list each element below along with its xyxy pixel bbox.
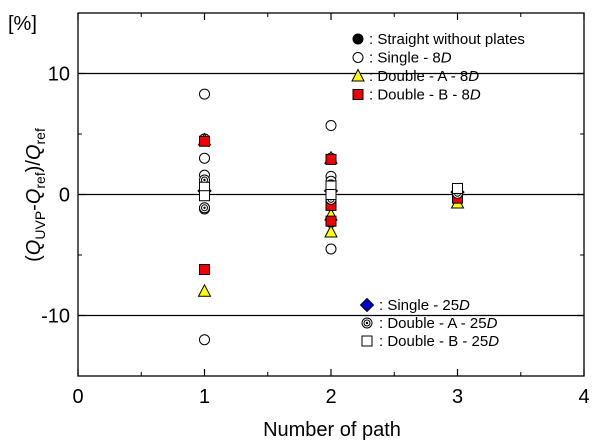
y-axis-title: (QUVP-Qref)/Qref: [23, 128, 48, 262]
legend-label-text: : Double - B - 25: [379, 333, 488, 350]
legend-marker: [352, 33, 364, 45]
legend-label: : Double - A - 25D: [379, 315, 498, 332]
legend-entry: : Single - 25D: [359, 297, 470, 314]
y-tick-label: -10: [41, 306, 70, 328]
red-square-marker: [352, 89, 364, 100]
legend-label: : Single - 8D: [369, 50, 452, 67]
data-point: [325, 189, 337, 200]
open-circle-marker: [325, 120, 337, 132]
bullseye-inner-ring: [201, 204, 208, 212]
legend-entry: : Double - A - 8D: [351, 68, 479, 85]
red-square-marker: [199, 135, 210, 147]
open-square-marker: [199, 190, 210, 202]
legend-top-right: : Straight without plates: Single - 8D: …: [351, 31, 525, 104]
legend-label-italic: D: [441, 50, 452, 67]
plot-frame: [77, 12, 585, 377]
legend-bottom-right: : Single - 25D: Double - A - 25D: Double…: [359, 297, 499, 350]
open-circle-marker: [199, 152, 210, 164]
open-circle-marker: [352, 52, 364, 63]
red-square-marker: [325, 153, 337, 165]
legend-label: : Straight without plates: [369, 31, 525, 48]
open-square-marker: [452, 182, 463, 194]
legend-label: : Double - B - 25D: [379, 333, 499, 350]
legend-label: : Double - B - 8D: [369, 87, 481, 104]
legend-label-text: : Single - 8: [369, 50, 441, 67]
yellow-triangle-marker: [324, 224, 338, 238]
red-square-marker: [199, 264, 210, 276]
legend-label-text: : Straight without plates: [369, 31, 525, 48]
legend-marker: [352, 52, 364, 63]
yellow-triangle-marker: [351, 68, 365, 82]
legend-marker: [361, 335, 373, 347]
data-point: [199, 334, 210, 346]
data-point: [325, 215, 337, 227]
legend-marker: [359, 297, 375, 313]
legend-entry: : Double - B - 25D: [361, 333, 499, 350]
x-tick-label: 1: [199, 386, 210, 408]
legend-label: : Double - A - 8D: [369, 68, 479, 85]
data-point: [199, 202, 210, 214]
data-point: [199, 264, 210, 276]
open-square-marker: [325, 189, 337, 200]
open-circle-marker: [199, 88, 210, 100]
bullseye-center: [203, 178, 206, 182]
legend-label-italic: D: [470, 87, 481, 104]
blue-diamond-marker: [359, 297, 375, 313]
x-tick-label: 4: [578, 386, 589, 408]
y-tick-label: 0: [59, 185, 70, 207]
legend-label-text: : Single - 25: [379, 297, 459, 314]
unit-label: [%]: [8, 13, 37, 35]
legend-label-text: : Double - B - 8: [369, 87, 470, 104]
data-point: [197, 283, 212, 297]
data-point: [199, 190, 210, 202]
data-point: [452, 182, 463, 194]
data-point: [199, 152, 210, 164]
data-point: [325, 153, 337, 165]
legend-label-italic: D: [487, 315, 498, 332]
legend-marker: [361, 317, 373, 329]
y-tick-label: 10: [48, 64, 70, 86]
legend-label-text: : Double - A - 8: [369, 68, 468, 85]
legend-marker: [352, 89, 364, 100]
bullseye-center: [203, 206, 206, 210]
legend-entry: : Single - 8D: [352, 50, 452, 67]
yellow-triangle-marker: [197, 283, 212, 297]
legend-entry: : Double - B - 8D: [352, 87, 481, 104]
data-point: [325, 120, 337, 132]
bullseye-inner-ring: [363, 319, 371, 327]
legend-label-text: : Double - A - 25: [379, 315, 487, 332]
legend-entry: : Straight without plates: [352, 31, 525, 48]
red-square-marker: [325, 215, 337, 227]
legend-label-italic: D: [488, 333, 499, 350]
legend-label-italic: D: [468, 68, 479, 85]
bullseye-center: [365, 321, 369, 325]
x-axis-title: Number of path: [263, 419, 401, 441]
open-circle-marker: [199, 334, 210, 346]
legend-marker: [351, 68, 365, 82]
x-tick-label: 0: [72, 386, 83, 408]
open-circle-marker: [325, 243, 337, 255]
data-point: [325, 243, 337, 255]
x-tick-label: 3: [452, 386, 463, 408]
x-tick-label: 2: [325, 386, 336, 408]
data-point: [324, 224, 338, 238]
legend-label-italic: D: [459, 297, 470, 314]
filled-circle-marker: [352, 33, 364, 45]
legend-entry: : Double - A - 25D: [361, 315, 498, 332]
data-point: [199, 88, 210, 100]
open-square-marker: [361, 335, 373, 347]
legend: : Straight without plates: Single - 8D: …: [351, 31, 525, 350]
data-point: [199, 135, 210, 147]
legend-label: : Single - 25D: [379, 297, 470, 314]
data-points: [197, 88, 465, 346]
